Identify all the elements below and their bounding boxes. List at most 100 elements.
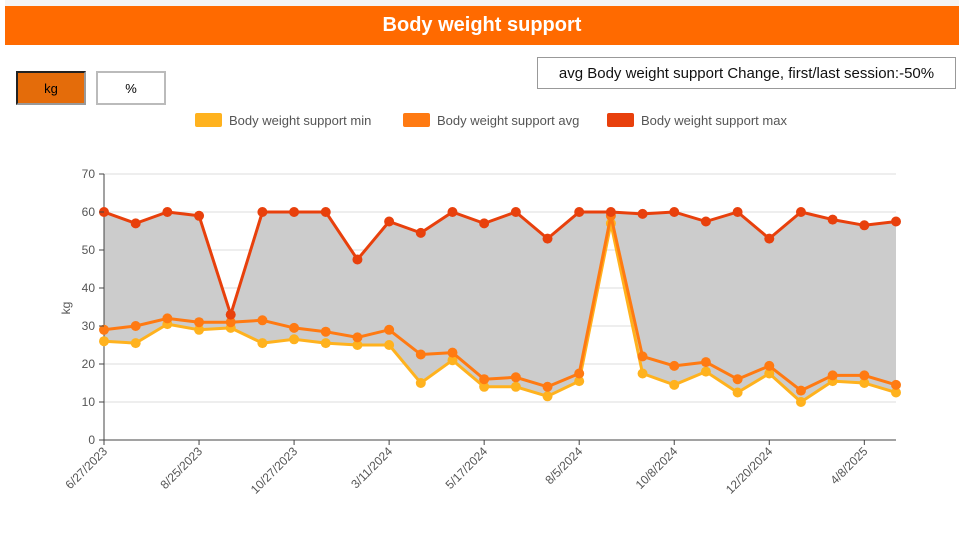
change-summary: avg Body weight support Change, first/la… xyxy=(537,57,956,89)
data-point-avg xyxy=(257,315,268,326)
data-point-max xyxy=(510,207,521,217)
data-point-max xyxy=(479,218,490,229)
data-point-avg xyxy=(352,332,363,343)
x-tick-label: 3/11/2024 xyxy=(348,444,395,491)
top-strip xyxy=(5,0,959,6)
data-point-min xyxy=(859,378,870,388)
data-point-min xyxy=(415,378,426,388)
data-point-min xyxy=(352,340,363,350)
min-max-band-area xyxy=(104,212,896,402)
data-point-avg xyxy=(130,321,141,331)
y-tick-label: 10 xyxy=(82,395,96,409)
data-point-avg xyxy=(99,324,109,335)
x-tick-label: 6/27/2023 xyxy=(62,444,110,492)
series-line-max xyxy=(103,210,897,317)
data-point-avg xyxy=(320,326,331,337)
chart-axes xyxy=(103,174,896,441)
page-title: Body weight support xyxy=(5,6,959,45)
x-tick-label: 8/25/2023 xyxy=(158,444,206,492)
x-tick-label: 12/20/2024 xyxy=(723,444,776,497)
data-point-min xyxy=(447,355,458,366)
data-point-max xyxy=(732,207,743,217)
x-tick-label: 10/8/2024 xyxy=(633,444,681,492)
x-axis-ticks: 6/27/2023 8/25/2023 10/27/2023 3/11/2024 5/1… xyxy=(62,440,871,497)
legend-label-min: Body weight support min xyxy=(229,113,371,128)
data-point-min xyxy=(574,376,585,387)
data-point-min xyxy=(384,340,395,350)
data-point-max xyxy=(859,220,870,231)
data-point-min xyxy=(795,397,806,407)
data-point-avg xyxy=(479,374,490,385)
data-point-avg xyxy=(447,347,458,358)
min-max-band xyxy=(104,212,896,402)
data-point-min xyxy=(479,381,490,392)
data-point-min xyxy=(732,387,743,398)
y-axis-ticks: 0 10 20 30 40 50 60 70 xyxy=(82,167,104,447)
data-point-max xyxy=(669,207,680,217)
data-point-max xyxy=(574,207,585,217)
data-point-avg xyxy=(637,351,648,362)
data-point-avg xyxy=(542,381,553,392)
data-point-avg xyxy=(891,379,901,390)
series-max xyxy=(99,207,901,320)
y-tick-label: 60 xyxy=(82,205,96,219)
data-point-max xyxy=(764,233,775,244)
data-point-min xyxy=(194,324,205,335)
data-point-avg xyxy=(827,370,838,381)
unit-button-kg[interactable]: kg xyxy=(16,71,86,105)
data-point-min xyxy=(700,366,711,377)
data-point-min xyxy=(99,336,109,347)
data-point-min xyxy=(257,338,268,349)
data-point-avg xyxy=(574,368,585,379)
data-point-avg xyxy=(194,317,205,328)
data-point-avg xyxy=(415,349,426,360)
data-point-max xyxy=(700,216,711,227)
data-point-avg xyxy=(700,357,711,368)
data-point-min xyxy=(891,387,901,398)
x-tick-label: 5/17/2024 xyxy=(443,444,491,492)
unit-toggle: kg % xyxy=(16,71,166,105)
x-tick-label: 8/5/2024 xyxy=(542,444,585,487)
y-tick-label: 30 xyxy=(82,319,96,333)
legend-label-max: Body weight support max xyxy=(641,113,787,128)
x-tick-label: 10/27/2023 xyxy=(248,444,301,497)
y-axis-label: kg xyxy=(59,302,73,315)
legend-swatch-min xyxy=(195,113,222,127)
data-point-max xyxy=(162,207,173,217)
chart-legend: Body weight support min Body weight suppo… xyxy=(195,113,787,128)
data-point-max xyxy=(415,227,426,238)
data-point-avg xyxy=(669,360,680,371)
data-point-avg xyxy=(859,370,870,381)
data-point-avg xyxy=(225,317,236,328)
data-point-max xyxy=(384,216,395,227)
data-point-max xyxy=(225,309,236,320)
data-point-min xyxy=(669,379,680,390)
data-point-max xyxy=(827,214,838,225)
data-point-min xyxy=(320,338,331,349)
data-point-max xyxy=(194,210,205,221)
data-point-max xyxy=(352,254,363,265)
data-point-min xyxy=(130,338,141,349)
data-point-max xyxy=(542,233,553,244)
x-tick-label: 4/8/2025 xyxy=(828,444,871,487)
data-point-avg xyxy=(162,313,173,324)
unit-button-percent[interactable]: % xyxy=(96,71,166,105)
data-point-avg xyxy=(384,324,395,335)
series-line-min xyxy=(103,221,897,404)
data-point-min xyxy=(289,334,300,345)
data-point-max xyxy=(605,207,616,217)
chart-series xyxy=(99,207,901,407)
series-avg xyxy=(99,210,901,396)
data-point-max xyxy=(637,208,648,219)
data-point-max xyxy=(447,207,458,217)
data-point-min xyxy=(764,368,775,379)
y-tick-label: 0 xyxy=(88,433,95,447)
legend-label-avg: Body weight support avg xyxy=(437,113,579,128)
y-tick-label: 20 xyxy=(82,357,96,371)
data-point-avg xyxy=(732,374,743,385)
legend-swatch-max xyxy=(607,113,634,127)
legend-swatch-avg xyxy=(403,113,430,127)
y-tick-label: 40 xyxy=(82,281,96,295)
data-point-max xyxy=(289,207,300,217)
data-point-max xyxy=(130,218,141,229)
